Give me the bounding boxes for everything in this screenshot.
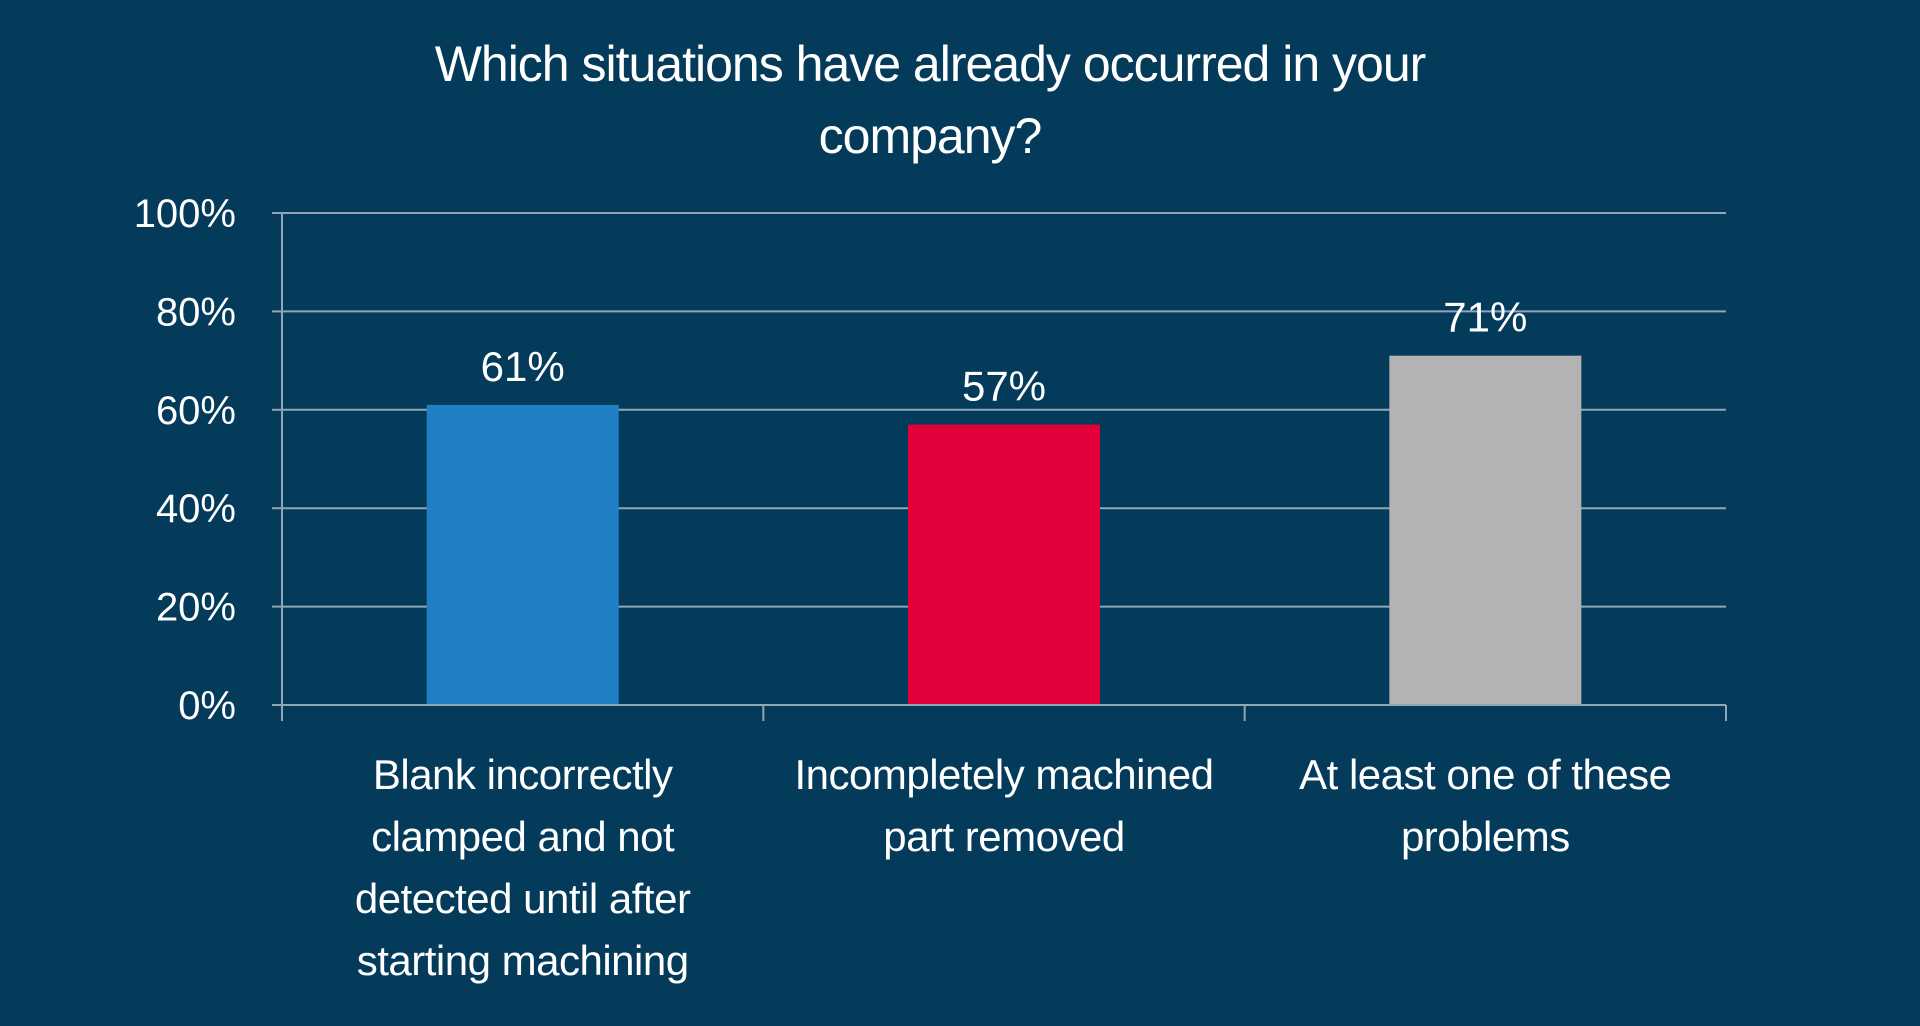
x-tick-label: At least one of these problems <box>1299 751 1672 860</box>
bars <box>426 355 1582 705</box>
y-tick-label: 40% <box>156 487 236 531</box>
y-tick-label: 60% <box>156 389 236 433</box>
data-label: 71% <box>1443 294 1527 341</box>
x-tick-label: Blank incorrectly clamped and not detect… <box>354 751 691 984</box>
y-tick-label: 20% <box>156 586 236 630</box>
data-label: 61% <box>481 343 565 390</box>
y-tick-label: 0% <box>178 684 236 728</box>
x-tick-label: Incompletely machined part removed <box>794 751 1214 860</box>
y-tick-label: 100% <box>134 192 236 236</box>
data-labels: 61% 57% 71% <box>481 294 1528 410</box>
chart-title: Which situations have already occurred i… <box>434 36 1427 164</box>
data-label: 57% <box>962 363 1046 410</box>
x-axis <box>281 704 1727 721</box>
bar <box>426 404 619 705</box>
y-axis: 0% 20% 40% 60% 80% 100% <box>134 192 283 728</box>
y-tick-label: 80% <box>156 290 236 334</box>
bar <box>1389 355 1582 705</box>
bar <box>908 424 1100 705</box>
